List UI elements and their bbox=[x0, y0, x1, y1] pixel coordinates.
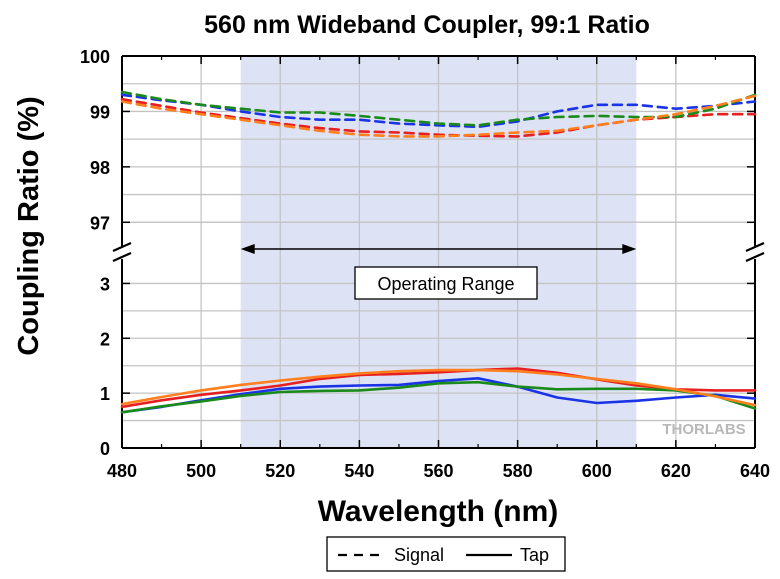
x-tick-label: 620 bbox=[661, 461, 691, 481]
thorlabs-watermark: THORLABS bbox=[662, 421, 745, 438]
x-tick-label: 600 bbox=[582, 461, 612, 481]
legend-tap-label: Tap bbox=[520, 545, 549, 565]
y-tick-label: 97 bbox=[90, 213, 110, 233]
arrow-head-right bbox=[622, 244, 637, 254]
x-tick-label: 480 bbox=[107, 461, 137, 481]
arrow-head-left bbox=[240, 244, 255, 254]
x-tick-label: 560 bbox=[423, 461, 453, 481]
y-tick-label: 1 bbox=[100, 384, 110, 404]
x-tick-label: 580 bbox=[503, 461, 533, 481]
chart-title: 560 nm Wideband Coupler, 99:1 Ratio bbox=[204, 11, 650, 39]
tap-series-line bbox=[120, 380, 757, 414]
axis-break-mark bbox=[745, 251, 765, 263]
axis-break-mark bbox=[745, 241, 765, 253]
y-tick-label: 98 bbox=[90, 158, 110, 178]
y-tick-label: 2 bbox=[100, 329, 110, 349]
y-tick-label: 0 bbox=[100, 439, 110, 459]
axis-break-mark bbox=[112, 241, 132, 253]
x-tick-label: 640 bbox=[740, 461, 770, 481]
axis-break-mark bbox=[112, 251, 132, 263]
tap-series-line bbox=[120, 367, 757, 409]
x-tick-label: 520 bbox=[265, 461, 295, 481]
signal-series-line bbox=[120, 93, 757, 129]
operating-range-label-box bbox=[354, 266, 538, 300]
tap-series-line bbox=[120, 368, 757, 407]
y-axis-label: Coupling Ratio (%) bbox=[13, 96, 45, 355]
x-tick-label: 540 bbox=[344, 461, 374, 481]
legend-box bbox=[326, 536, 566, 572]
x-tick-label: 500 bbox=[186, 461, 216, 481]
operating-range-label: Operating Range bbox=[377, 274, 514, 294]
legend-signal-label: Signal bbox=[394, 545, 444, 565]
y-tick-label: 100 bbox=[80, 47, 110, 67]
tap-series-line bbox=[120, 377, 757, 414]
y-tick-label: 99 bbox=[90, 102, 110, 122]
signal-series-line bbox=[120, 94, 757, 138]
x-axis-label: Wavelength (nm) bbox=[318, 495, 559, 528]
y-tick-label: 3 bbox=[100, 274, 110, 294]
